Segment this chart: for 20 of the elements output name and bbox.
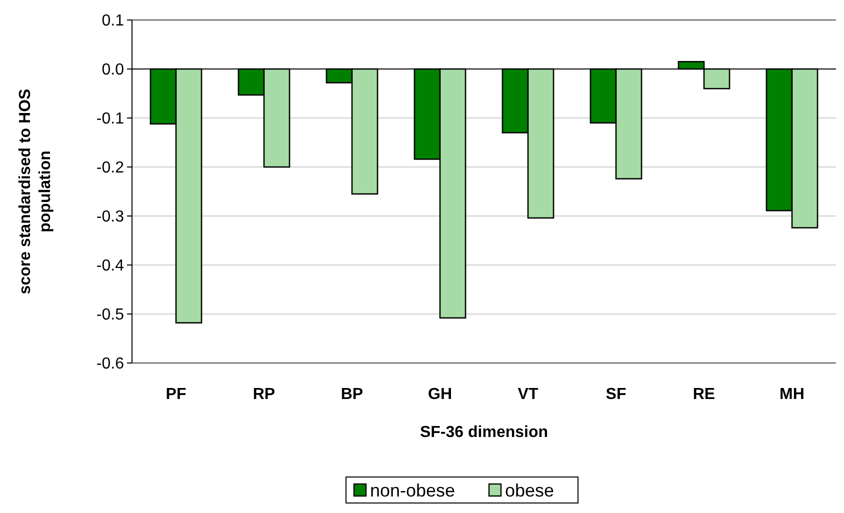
x-tick-label: PF (166, 386, 186, 403)
x-tick-label: RE (692, 386, 716, 403)
y-tick-label: -0.3 (96, 208, 124, 226)
x-tick-label: RP (252, 386, 276, 403)
x-tick-label: MH (780, 386, 804, 403)
y-tick-label: -0.2 (96, 160, 124, 177)
x-tick-label: GH (428, 386, 452, 403)
y-tick-label: -0.6 (96, 356, 124, 373)
x-tick-label: VT (518, 386, 538, 403)
y-tick-label: -0.1 (96, 110, 124, 128)
legend-label: non-obese (370, 480, 456, 500)
x-axis-title: SF-36 dimension (420, 424, 548, 441)
y-tick-label: 0.1 (102, 12, 124, 30)
x-tick-label: SF (606, 386, 626, 403)
y-tick-label: -0.5 (96, 306, 124, 324)
legend-label: obese (505, 480, 554, 500)
y-tick-label: -0.4 (96, 258, 124, 275)
y-tick-label: 0.0 (102, 62, 124, 79)
y-axis-title: score standardised to HOS population (17, 88, 54, 294)
x-tick-label: BP (340, 386, 364, 403)
